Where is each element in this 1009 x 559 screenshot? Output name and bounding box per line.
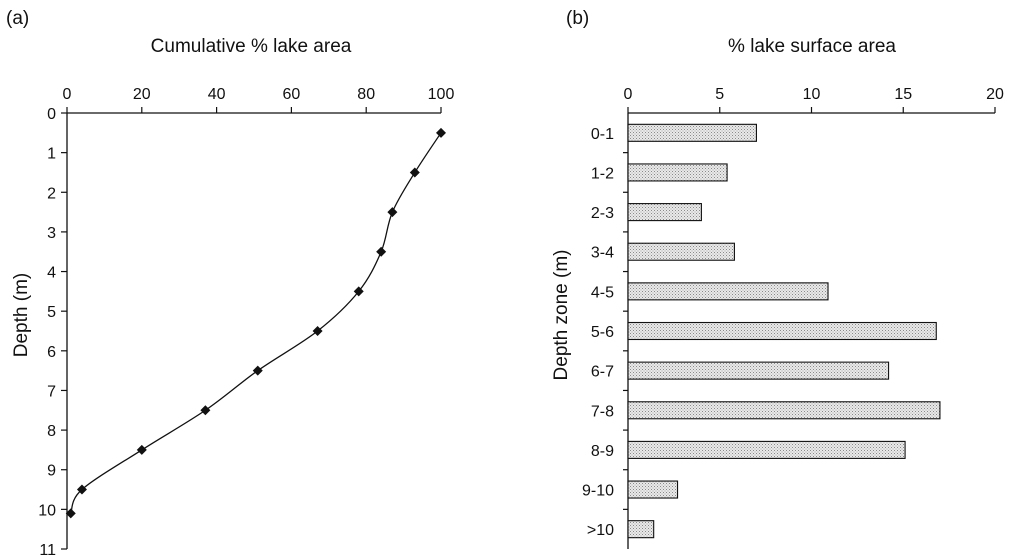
- chart-a-x-ticks: 0 20 40 60 80 100: [63, 86, 455, 113]
- chart-a-point: [387, 207, 398, 218]
- chart-b-x-tick-label: 15: [894, 86, 912, 103]
- chart-a-x-tick-label: 0: [63, 86, 72, 103]
- chart-b-category-label: 1-2: [591, 165, 614, 182]
- chart-b-bar: [627, 480, 679, 499]
- chart-a-x-tick-label: 20: [133, 86, 151, 103]
- chart-a-y-tick-label: 9: [47, 463, 56, 480]
- chart-a-x-tick-label: 40: [208, 86, 226, 103]
- chart-a-axes: [66, 112, 441, 549]
- chart-a-y-ticks: 0 1 2 3 4 5 6 7 8 9 10 11: [38, 106, 67, 559]
- chart-b-category-label: 5-6: [591, 324, 614, 341]
- chart-a-point: [353, 286, 364, 297]
- chart-a-y-tick-label: 3: [47, 225, 56, 242]
- chart-b-bar: [627, 361, 890, 380]
- chart-b-x-ticks: 0 5 10 15 20: [624, 86, 1004, 113]
- chart-b-bar: [627, 282, 829, 301]
- chart-b-x-tick-label: 10: [803, 86, 821, 103]
- chart-a-y-tick-label: 11: [39, 542, 56, 559]
- chart-b-category-label: 8-9: [591, 443, 614, 460]
- chart-b-x-tick-label: 20: [986, 86, 1004, 103]
- chart-a-x-tick-label: 60: [283, 86, 301, 103]
- chart-b-category-label: 6-7: [591, 364, 614, 381]
- chart-b-bars: [627, 123, 941, 539]
- chart-b: (b) % lake surface area Depth zone (m) 0…: [551, 8, 1004, 549]
- chart-a-y-axis-label: Depth (m): [11, 273, 32, 357]
- chart-b-y-axis-label: Depth zone (m): [551, 250, 572, 381]
- chart-a-x-tick-label: 80: [357, 86, 375, 103]
- chart-a-point: [409, 167, 420, 178]
- chart-a-series-line: [70, 132, 442, 514]
- chart-a-point: [136, 444, 147, 455]
- chart-a-point: [65, 508, 76, 519]
- chart-b-category-label: 4-5: [591, 284, 614, 301]
- chart-a-x-tick-label: 100: [428, 86, 455, 103]
- chart-a-point: [76, 484, 87, 495]
- chart-a-y-tick-label: 0: [47, 106, 56, 123]
- chart-b-bar: [627, 401, 941, 420]
- chart-b-bar: [627, 520, 655, 539]
- chart-b-bar: [627, 440, 906, 459]
- chart-a-y-tick-label: 2: [47, 185, 56, 202]
- chart-b-x-tick-label: 0: [624, 86, 633, 103]
- chart-b-bar: [627, 321, 937, 341]
- chart-b-bar: [627, 163, 728, 182]
- chart-b-category-label: 3-4: [591, 245, 614, 262]
- chart-b-category-label: >10: [587, 522, 614, 539]
- chart-a-y-tick-label: 10: [38, 502, 56, 519]
- panel-label-a: (a): [6, 8, 29, 29]
- chart-a-point: [200, 405, 211, 416]
- chart-a-point: [436, 127, 446, 138]
- chart-b-category-label: 9-10: [582, 483, 614, 500]
- chart-a-series: [65, 127, 446, 519]
- chart-a-y-tick-label: 6: [47, 344, 56, 361]
- chart-a-title: Cumulative % lake area: [151, 36, 352, 57]
- chart-b-category-label: 7-8: [591, 403, 614, 420]
- chart-b-category-label: 0-1: [591, 126, 614, 143]
- chart-b-bar: [627, 203, 702, 222]
- chart-a-y-tick-label: 7: [47, 383, 56, 400]
- chart-b-title: % lake surface area: [728, 36, 896, 57]
- panel-label-b: (b): [566, 8, 589, 29]
- chart-b-category-labels: 0-1 1-2 2-3 3-4 4-5 5-6 6-7 7-8 8-9 9-10 >10: [582, 126, 614, 539]
- chart-b-bar: [627, 242, 735, 261]
- chart-b-bar: [627, 123, 757, 142]
- chart-a-y-tick-label: 1: [47, 146, 56, 163]
- chart-a-point: [312, 326, 323, 336]
- chart-b-category-label: 2-3: [591, 205, 614, 222]
- chart-a-point: [252, 365, 263, 376]
- chart-a-y-tick-label: 5: [47, 304, 56, 321]
- chart-b-x-tick-label: 5: [715, 86, 724, 103]
- chart-a-point: [376, 246, 387, 257]
- chart-a: (a) Cumulative % lake area Depth (m) 0 20…: [6, 8, 454, 559]
- chart-a-y-tick-label: 4: [47, 265, 56, 282]
- chart-a-y-tick-label: 8: [47, 423, 56, 440]
